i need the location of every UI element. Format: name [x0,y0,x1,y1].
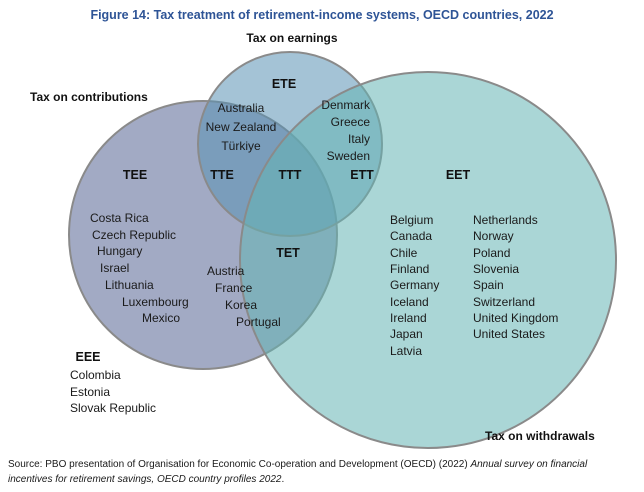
country-item: Hungary [97,244,143,259]
country-item: Poland [473,245,511,260]
country-item: Japan [390,327,423,342]
circle-tax-on-withdrawals [239,71,617,449]
country-item: Finland [390,262,430,277]
country-item: Sweden [326,149,370,163]
country-item: Korea [225,298,258,312]
country-item: Colombia [70,368,121,382]
country-item: Türkiye [221,139,261,153]
country-item: Australia [217,101,265,115]
region-code-tee: TEE [122,168,148,182]
country-item: Iceland [390,294,429,309]
country-item: Denmark [321,98,370,112]
region-tee-country-list: Costa Rica Czech Republic Hungary Israel Lit… [90,210,189,327]
region-code-tte: TTE [210,168,234,182]
country-item: United Kingdom [473,311,559,326]
country-item: Spain [473,278,504,293]
source-line-1: Source: PBO presentation of Organisation… [8,458,640,473]
source-title-part1: Annual survey on financial [470,459,588,470]
country-item: Netherlands [473,213,538,227]
source-line-2: incentives for retirement savings, OECD … [8,473,640,488]
country-item: Germany [390,278,440,293]
region-tte-country-list: Australia New Zealand Türkiye [206,99,277,156]
region-code-ett: ETT [350,168,374,182]
source-text: Source: PBO presentation of Organisation… [8,459,471,470]
country-item: Costa Rica [90,211,149,225]
source-note: Source: PBO presentation of Organisation… [8,458,640,487]
country-item: France [215,281,253,295]
country-item: New Zealand [205,120,277,134]
country-item: Lithuania [105,277,154,292]
region-code-eet: EET [445,168,471,182]
source-period: . [281,473,285,485]
country-item: Norway [473,229,514,244]
region-eet-country-list-col2: Netherlands Norway Poland Slovenia Spain Swit… [473,212,558,343]
country-item: Latvia [390,343,423,358]
region-code-eee: EEE [75,350,101,364]
country-item: Chile [390,245,418,260]
country-item: Israel [100,261,130,276]
country-item: Ireland [390,311,427,326]
circle-label-tax-on-contributions: Tax on contributions [30,90,148,104]
region-tet-country-list: Austria France Korea Portugal [207,263,281,331]
country-item: Luxembourg [122,294,189,309]
country-item: Greece [330,115,370,129]
country-item: Belgium [390,213,434,227]
country-item: Switzerland [473,294,536,309]
circle-label-tax-on-earnings: Tax on earnings [246,31,338,45]
country-item: Italy [347,132,370,146]
region-code-ete: ETE [271,77,297,91]
circle-label-tax-on-withdrawals: Tax on withdrawals [485,429,595,443]
country-item: Canada [390,229,433,244]
country-item: Portugal [236,315,281,329]
source-title-part2: incentives for retirement savings, OECD … [8,473,282,485]
country-item: Austria [207,264,245,278]
country-item: Slovak Republic [70,401,157,415]
country-item: Estonia [70,384,111,399]
region-code-tet: TET [276,246,300,260]
country-item: Czech Republic [92,227,177,242]
region-eet-country-list-col1: Belgium Canada Chile Finland Germany Iceland I… [390,212,439,359]
country-item: Slovenia [473,262,520,277]
country-item: Mexico [142,311,181,326]
figure-title: Figure 14: Tax treatment of retirement-i… [90,8,554,22]
region-eee-country-list: Colombia Estonia Slovak Republic [70,367,156,417]
country-item: United States [473,327,546,342]
region-ett-country-list: Denmark Greece Italy Sweden [321,97,370,165]
region-code-ttt: TTT [278,168,302,182]
